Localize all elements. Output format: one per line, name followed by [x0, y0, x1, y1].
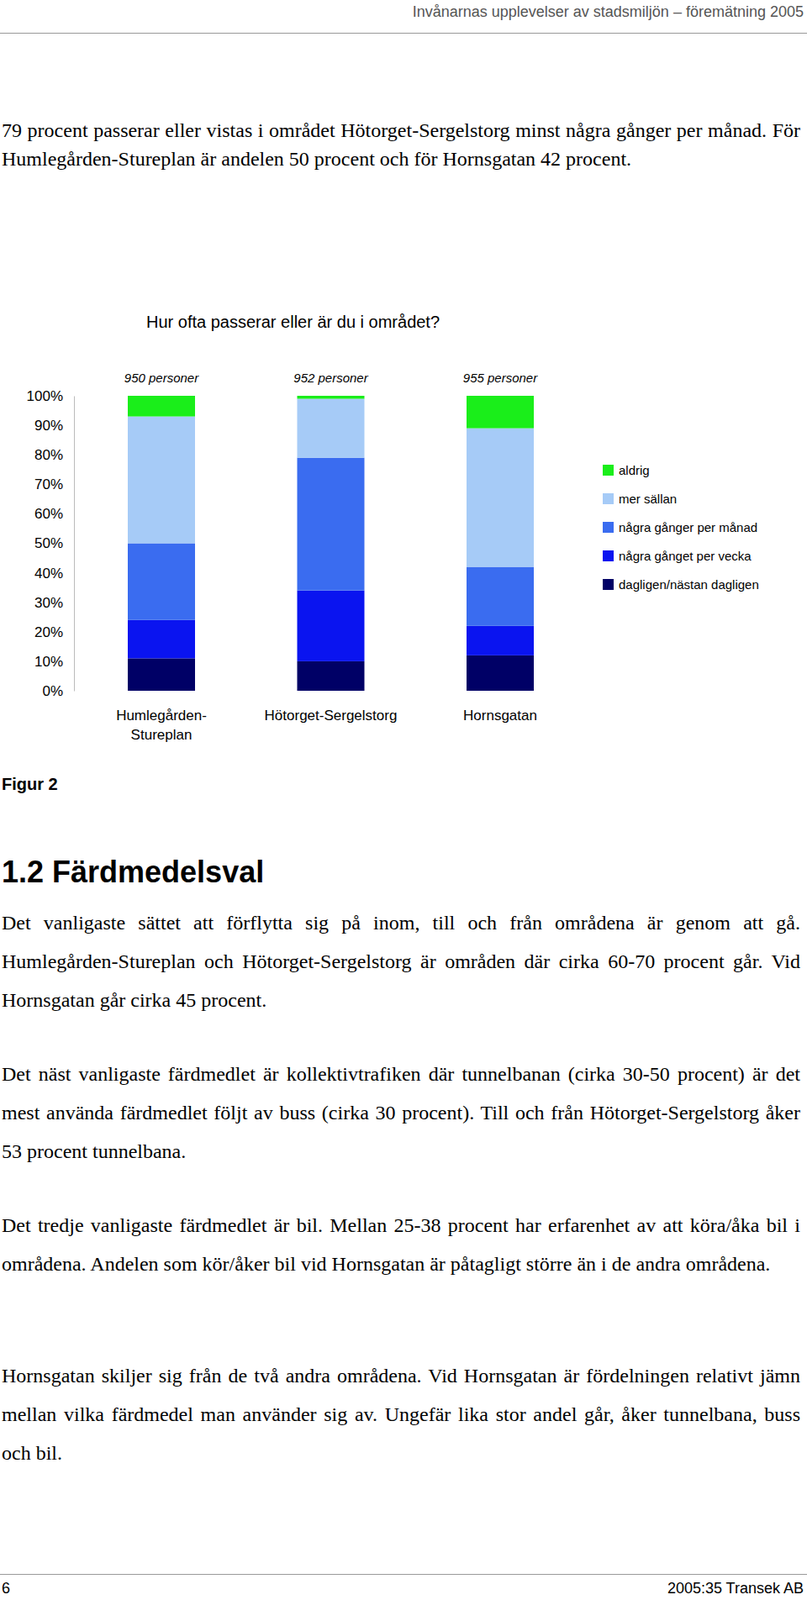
bar-segment — [127, 416, 196, 544]
section-heading: 1.2 Färdmedelsval — [1, 854, 264, 892]
legend: aldrig mer sällan några gånger per månad nå… — [602, 463, 760, 592]
legend-swatch — [602, 579, 614, 591]
bar-segment — [466, 428, 534, 568]
bar-segment — [466, 626, 534, 656]
y-tick-label: 50% — [34, 535, 64, 552]
y-tick: 20% — [34, 624, 74, 641]
y-tick-label: 10% — [34, 654, 64, 670]
bar-segment — [297, 399, 365, 459]
y-tick: 50% — [34, 535, 74, 552]
y-tick: 90% — [34, 417, 74, 434]
y-tick: 30% — [34, 595, 74, 612]
header-rule — [0, 32, 807, 34]
y-tick-label: 30% — [34, 595, 64, 612]
legend-swatch — [602, 464, 614, 476]
footer-rule — [0, 1574, 807, 1576]
sample-size-label: 950 personer — [124, 370, 200, 386]
y-tick: 40% — [34, 565, 74, 582]
bar-segment — [297, 661, 365, 691]
legend-label: dagligen/nästan dagligen — [618, 577, 760, 592]
bar-segment — [466, 395, 534, 429]
bar-segment — [297, 590, 365, 662]
legend-swatch — [602, 550, 614, 562]
legend-label: aldrig — [618, 463, 650, 478]
paragraph: Det tredje vanligaste färdmedlet är bil.… — [1, 1206, 801, 1284]
paragraph: Hornsgatan skiljer sig från de två andra… — [1, 1356, 801, 1473]
x-tick-label: Hornsgatan — [463, 707, 538, 724]
footer-source: 2005:35 Transek AB — [667, 1580, 804, 1599]
y-axis: 0% 10% 20% 30% 40% 50% 60% 70% 80% 90% 100% — [26, 388, 75, 700]
bar-segment — [127, 658, 196, 691]
sample-size-label: 955 personer — [463, 370, 538, 386]
bar-segment — [127, 620, 196, 660]
y-tick-label: 80% — [34, 447, 64, 464]
y-tick: 80% — [34, 447, 74, 464]
y-tick-label: 70% — [34, 476, 64, 493]
sample-size-label: 952 personer — [293, 370, 369, 386]
paragraph: Det vanligaste sättet att förflytta sig … — [1, 903, 801, 1020]
bars — [127, 395, 534, 691]
y-tick-label: 60% — [34, 506, 64, 523]
legend-label: mer sällan — [618, 491, 677, 507]
x-tick-label: Humlegården-Stureplan — [116, 707, 207, 744]
bar-segment — [297, 395, 365, 400]
bar-segment — [127, 395, 196, 417]
y-tick-label: 90% — [34, 417, 64, 434]
bar-segment — [297, 458, 365, 591]
y-tick: 100% — [26, 388, 74, 405]
legend-label: några gånget per vecka — [618, 548, 752, 564]
paragraph: Det näst vanligaste färdmedlet är kollek… — [1, 1054, 801, 1171]
y-tick: 0% — [42, 683, 74, 700]
legend-swatch — [602, 493, 614, 505]
y-tick: 10% — [34, 654, 74, 670]
y-tick-label: 100% — [26, 388, 64, 405]
chart: Hur ofta passerar eller är du i området?… — [0, 0, 807, 807]
paragraph: 79 procent passerar eller vistas i områd… — [1, 116, 801, 174]
y-tick-label: 0% — [42, 683, 64, 700]
y-tick: 60% — [34, 506, 74, 523]
chart-title: Hur ofta passerar eller är du i området? — [146, 312, 440, 332]
bar-segment — [466, 567, 534, 627]
series-4 — [127, 395, 534, 429]
y-tick-label: 20% — [34, 624, 64, 641]
header-title: Invånarnas upplevelser av stadsmiljön – … — [412, 3, 804, 22]
bar-segment — [466, 655, 534, 691]
legend-swatch — [602, 522, 614, 533]
figure-label: Figur 2 — [1, 775, 59, 795]
y-tick-label: 40% — [34, 565, 64, 582]
y-tick: 70% — [34, 476, 74, 493]
y-axis-line — [73, 396, 75, 692]
x-tick-label: Hötorget-Sergelstorg — [264, 707, 398, 724]
legend-label: några gånger per månad — [618, 520, 758, 535]
bar-segment — [127, 543, 196, 621]
footer-page: 6 — [1, 1580, 11, 1599]
